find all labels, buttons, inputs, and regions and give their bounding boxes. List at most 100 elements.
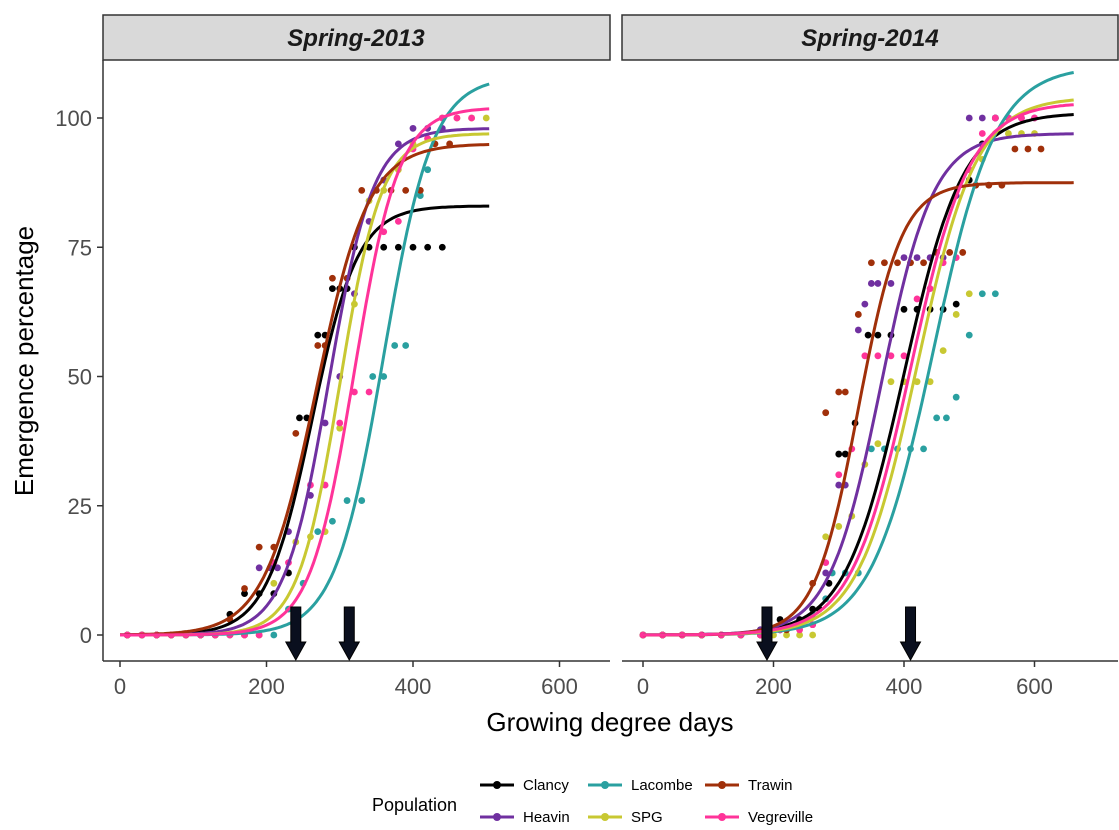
x-tick-label-200: 200	[755, 674, 792, 699]
point-spg-22	[965, 290, 973, 298]
points-panel-2	[639, 114, 1045, 639]
point-heavin-19	[394, 140, 402, 148]
panel-spring-2014: Spring-2014 0 200 400 600	[621, 14, 1119, 699]
legend-label-vegreville: Vegreville	[748, 809, 813, 826]
point-trawin-21	[946, 249, 954, 256]
point-trawin-17	[894, 259, 901, 267]
point-clancy-12	[296, 414, 303, 422]
point-lacombe-20	[402, 342, 410, 349]
point-lacombe-19	[933, 414, 941, 422]
point-spg-16	[887, 378, 895, 386]
point-lacombe-21	[952, 393, 960, 401]
x-tick-label-200: 200	[248, 674, 285, 699]
point-heavin-14	[861, 300, 869, 308]
point-spg-11	[822, 533, 830, 541]
point-trawin-22	[959, 249, 967, 256]
arrows-panel-1	[284, 606, 361, 662]
point-lacombe-14	[867, 445, 875, 453]
point-spg-21	[952, 311, 960, 318]
arrow-2	[899, 606, 922, 662]
point-spg-8	[783, 631, 790, 639]
point-spg-12	[835, 523, 843, 530]
point-vegreville-22	[978, 130, 986, 137]
point-trawin-19	[920, 259, 927, 267]
y-tick-label-0: 0	[80, 623, 92, 648]
point-clancy-25	[438, 243, 446, 251]
point-vegreville-23	[991, 114, 999, 122]
point-lacombe-20	[943, 414, 950, 422]
point-heavin-24	[978, 114, 986, 122]
legend-dot-trawin	[718, 781, 726, 789]
x-tick-label-400: 400	[886, 674, 923, 699]
point-trawin-11	[292, 429, 300, 437]
point-lacombe-16	[358, 497, 366, 504]
point-vegreville-18	[394, 218, 402, 225]
point-clancy-18	[900, 305, 908, 313]
y-tick-label-75: 75	[68, 235, 92, 260]
point-spg-9	[796, 631, 803, 639]
point-spg-14	[336, 424, 344, 432]
fitted-curves-panel-2	[642, 71, 1074, 637]
arrows-panel-2	[756, 606, 922, 662]
panel-spring-2013: Spring-2013 0 200 400 600 0 25 50 75 100	[55, 14, 611, 699]
point-vegreville-16	[365, 388, 373, 396]
curve-lacombe	[642, 71, 1074, 637]
legend-dot-vegreville	[718, 813, 726, 821]
legend-dot-clancy	[493, 781, 501, 789]
point-vegreville-13	[861, 352, 869, 360]
point-clancy-16	[874, 331, 882, 339]
point-lacombe-24	[991, 290, 999, 298]
point-trawin-13	[841, 388, 849, 396]
point-clancy-21	[380, 243, 388, 251]
point-clancy-14	[314, 331, 322, 339]
point-trawin-28	[1037, 145, 1045, 153]
point-heavin-14	[321, 419, 329, 427]
point-lacombe-14	[329, 517, 336, 525]
point-lacombe-22	[424, 166, 432, 174]
point-lacombe-10	[270, 631, 278, 639]
point-vegreville-14	[336, 419, 344, 427]
point-trawin-26	[1011, 145, 1019, 153]
point-heavin-23	[965, 114, 973, 122]
fitted-curves-panel-1	[120, 82, 490, 637]
x-tick-label-600: 600	[1016, 674, 1053, 699]
legend-label-heavin: Heavin	[523, 809, 570, 826]
point-spg-10	[270, 579, 278, 587]
x-tick-label-600: 600	[541, 674, 578, 699]
point-heavin-11	[835, 481, 843, 489]
y-ticks: 0 25 50 75 100	[55, 106, 103, 648]
strip-spring-2013	[102, 14, 611, 61]
point-trawin-16	[358, 186, 366, 194]
point-clancy-23	[409, 243, 417, 251]
strip-spring-2014	[621, 14, 1119, 61]
curve-vegreville	[643, 103, 1074, 637]
point-clancy-15	[864, 331, 872, 339]
point-lacombe-15	[343, 497, 351, 504]
legend-dot-heavin	[493, 813, 501, 821]
legend: Population Clancy Heavin Lacombe SPG Trawin V…	[372, 777, 813, 826]
point-clancy-22	[394, 243, 402, 251]
arrow-1	[284, 606, 307, 662]
point-lacombe-22	[965, 331, 973, 339]
point-trawin-12	[314, 342, 322, 349]
y-tick-label-50: 50	[68, 365, 92, 390]
point-lacombe-19	[391, 342, 399, 349]
legend-label-trawin: Trawin	[748, 777, 792, 794]
points-panel-1	[123, 114, 490, 639]
point-trawin-14	[854, 311, 862, 318]
point-heavin-18	[900, 254, 908, 261]
point-spg-24	[482, 114, 490, 122]
legend-title: Population	[372, 795, 457, 815]
curve-trawin	[120, 143, 490, 637]
y-tick-label-25: 25	[68, 494, 92, 519]
x-ticks-panel-2: 0 200 400 600	[637, 661, 1053, 699]
x-tick-label-0: 0	[114, 674, 126, 699]
point-vegreville-16	[900, 352, 908, 360]
point-trawin-12	[835, 388, 843, 396]
point-heavin-10	[822, 569, 830, 577]
point-clancy-8	[241, 590, 248, 598]
x-ticks-panel-1: 0 200 400 600	[114, 661, 578, 699]
strip-title-spring-2014: Spring-2014	[801, 25, 938, 52]
legend-label-lacombe: Lacombe	[631, 777, 693, 794]
